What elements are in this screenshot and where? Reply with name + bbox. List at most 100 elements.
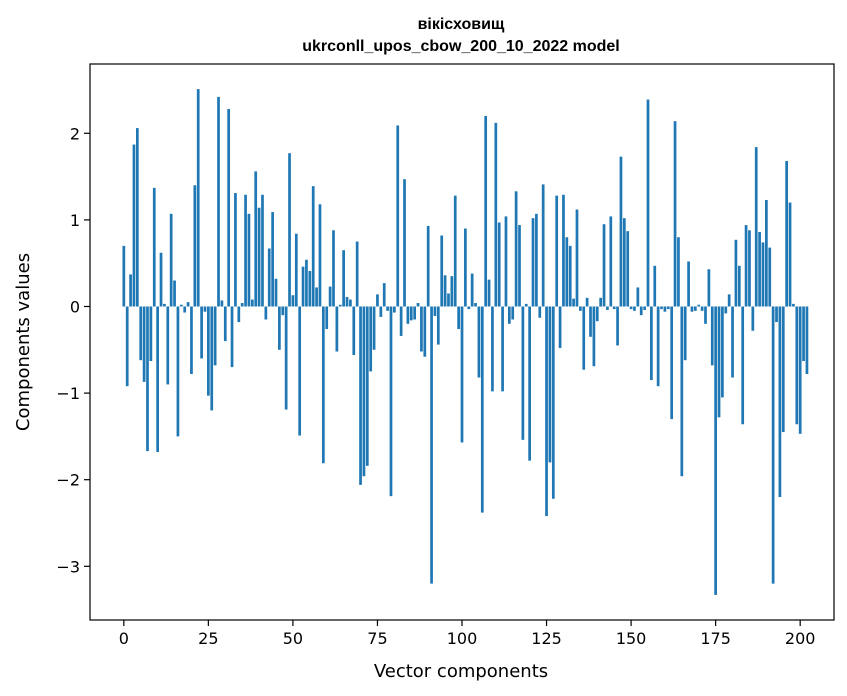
bar-component-120 [528,306,531,461]
bar-component-191 [768,247,772,307]
bar-component-147 [619,156,623,307]
bar-component-130 [562,194,565,307]
bar-component-95 [443,275,447,307]
bar-component-119 [524,303,528,307]
x-tick-label: 150 [616,629,647,648]
bar-component-138 [589,306,592,337]
bar-component-6 [142,306,146,382]
bar-component-48 [284,306,288,410]
bar-component-136 [582,306,586,370]
bar-component-40 [257,207,261,307]
bar-component-32 [230,306,234,368]
bar-component-146 [616,306,619,346]
bar-component-87 [416,303,420,307]
bar-component-43 [267,248,271,307]
bar-component-171 [700,306,704,311]
bar-component-196 [785,161,789,307]
bar-component-186 [751,306,755,331]
bar-component-126 [548,306,552,463]
bar-component-106 [480,306,484,513]
bar-component-29 [220,300,224,307]
bar-component-172 [704,306,707,324]
bar-component-105 [477,306,481,378]
bar-component-159 [660,306,663,310]
bar-component-4 [135,128,139,307]
bar-component-69 [355,241,359,307]
bar-component-59 [321,306,325,464]
bar-component-183 [741,306,745,425]
bar-component-50 [291,295,295,307]
bar-component-189 [761,242,765,307]
bar-component-166 [683,306,687,361]
bar-component-167 [687,261,690,307]
bar-component-180 [731,306,734,378]
bar-component-142 [602,224,606,307]
y-tick-label: −3 [56,557,80,576]
bar-component-83 [403,179,406,307]
bar-component-157 [653,265,657,307]
bar-component-47 [281,306,285,316]
bar-component-200 [798,306,802,434]
x-tick-label: 50 [283,629,303,648]
y-tick-label: −1 [56,384,80,403]
bar-component-67 [349,299,352,307]
bar-component-5 [139,306,143,361]
bar-component-78 [386,306,389,311]
bar-component-182 [737,265,741,307]
y-tick-label: 0 [70,297,80,316]
bar-component-33 [234,193,237,307]
bar-component-141 [599,297,603,307]
bar-component-39 [254,171,258,307]
bar-component-3 [132,144,136,307]
bars-group [122,89,809,595]
bar-component-89 [423,306,427,357]
x-tick-label: 100 [447,629,478,648]
bar-component-165 [680,306,684,477]
bar-component-104 [474,303,477,307]
bar-component-91 [430,306,433,584]
bar-component-26 [210,306,214,411]
bar-component-169 [693,306,697,311]
y-axis: −3 −2 −1 0 1 2 [56,124,90,576]
bar-component-198 [792,303,795,307]
chart-title-line-2: ukrconll_upos_cbow_200_10_2022 model [302,38,619,55]
bar-component-23 [200,306,203,359]
bar-component-148 [622,218,626,307]
bar-component-12 [163,303,166,307]
bar-component-10 [156,306,159,452]
bar-component-197 [788,202,792,307]
bar-component-24 [203,306,207,312]
y-tick-label: 2 [70,124,80,143]
bar-component-154 [643,306,646,310]
bar-component-201 [802,306,805,362]
bar-component-181 [734,239,738,307]
bar-component-151 [633,306,636,311]
bar-component-31 [227,109,231,307]
bar-component-90 [426,225,430,307]
bar-component-108 [487,279,491,307]
bar-component-93 [436,306,440,345]
bar-component-133 [572,298,575,307]
bar-component-96 [447,293,450,307]
bar-component-102 [467,306,471,310]
bar-component-177 [721,306,724,398]
bar-component-28 [217,96,220,307]
bar-component-73 [369,306,373,372]
y-axis-label: Components values [13,253,34,431]
bar-component-70 [359,306,362,485]
bar-component-110 [494,122,498,307]
bar-component-132 [568,245,572,307]
bar-component-15 [173,280,176,307]
bar-component-1 [125,306,129,387]
bar-component-118 [521,306,525,440]
bar-component-30 [223,306,227,342]
bar-component-187 [754,147,758,307]
bar-component-62 [332,230,335,307]
y-tick-label: −2 [56,471,80,490]
bar-component-68 [352,306,356,355]
bar-component-168 [690,306,694,312]
bar-component-162 [670,306,674,420]
bar-component-192 [771,306,775,584]
bar-component-52 [298,306,302,436]
bar-component-158 [656,306,660,387]
